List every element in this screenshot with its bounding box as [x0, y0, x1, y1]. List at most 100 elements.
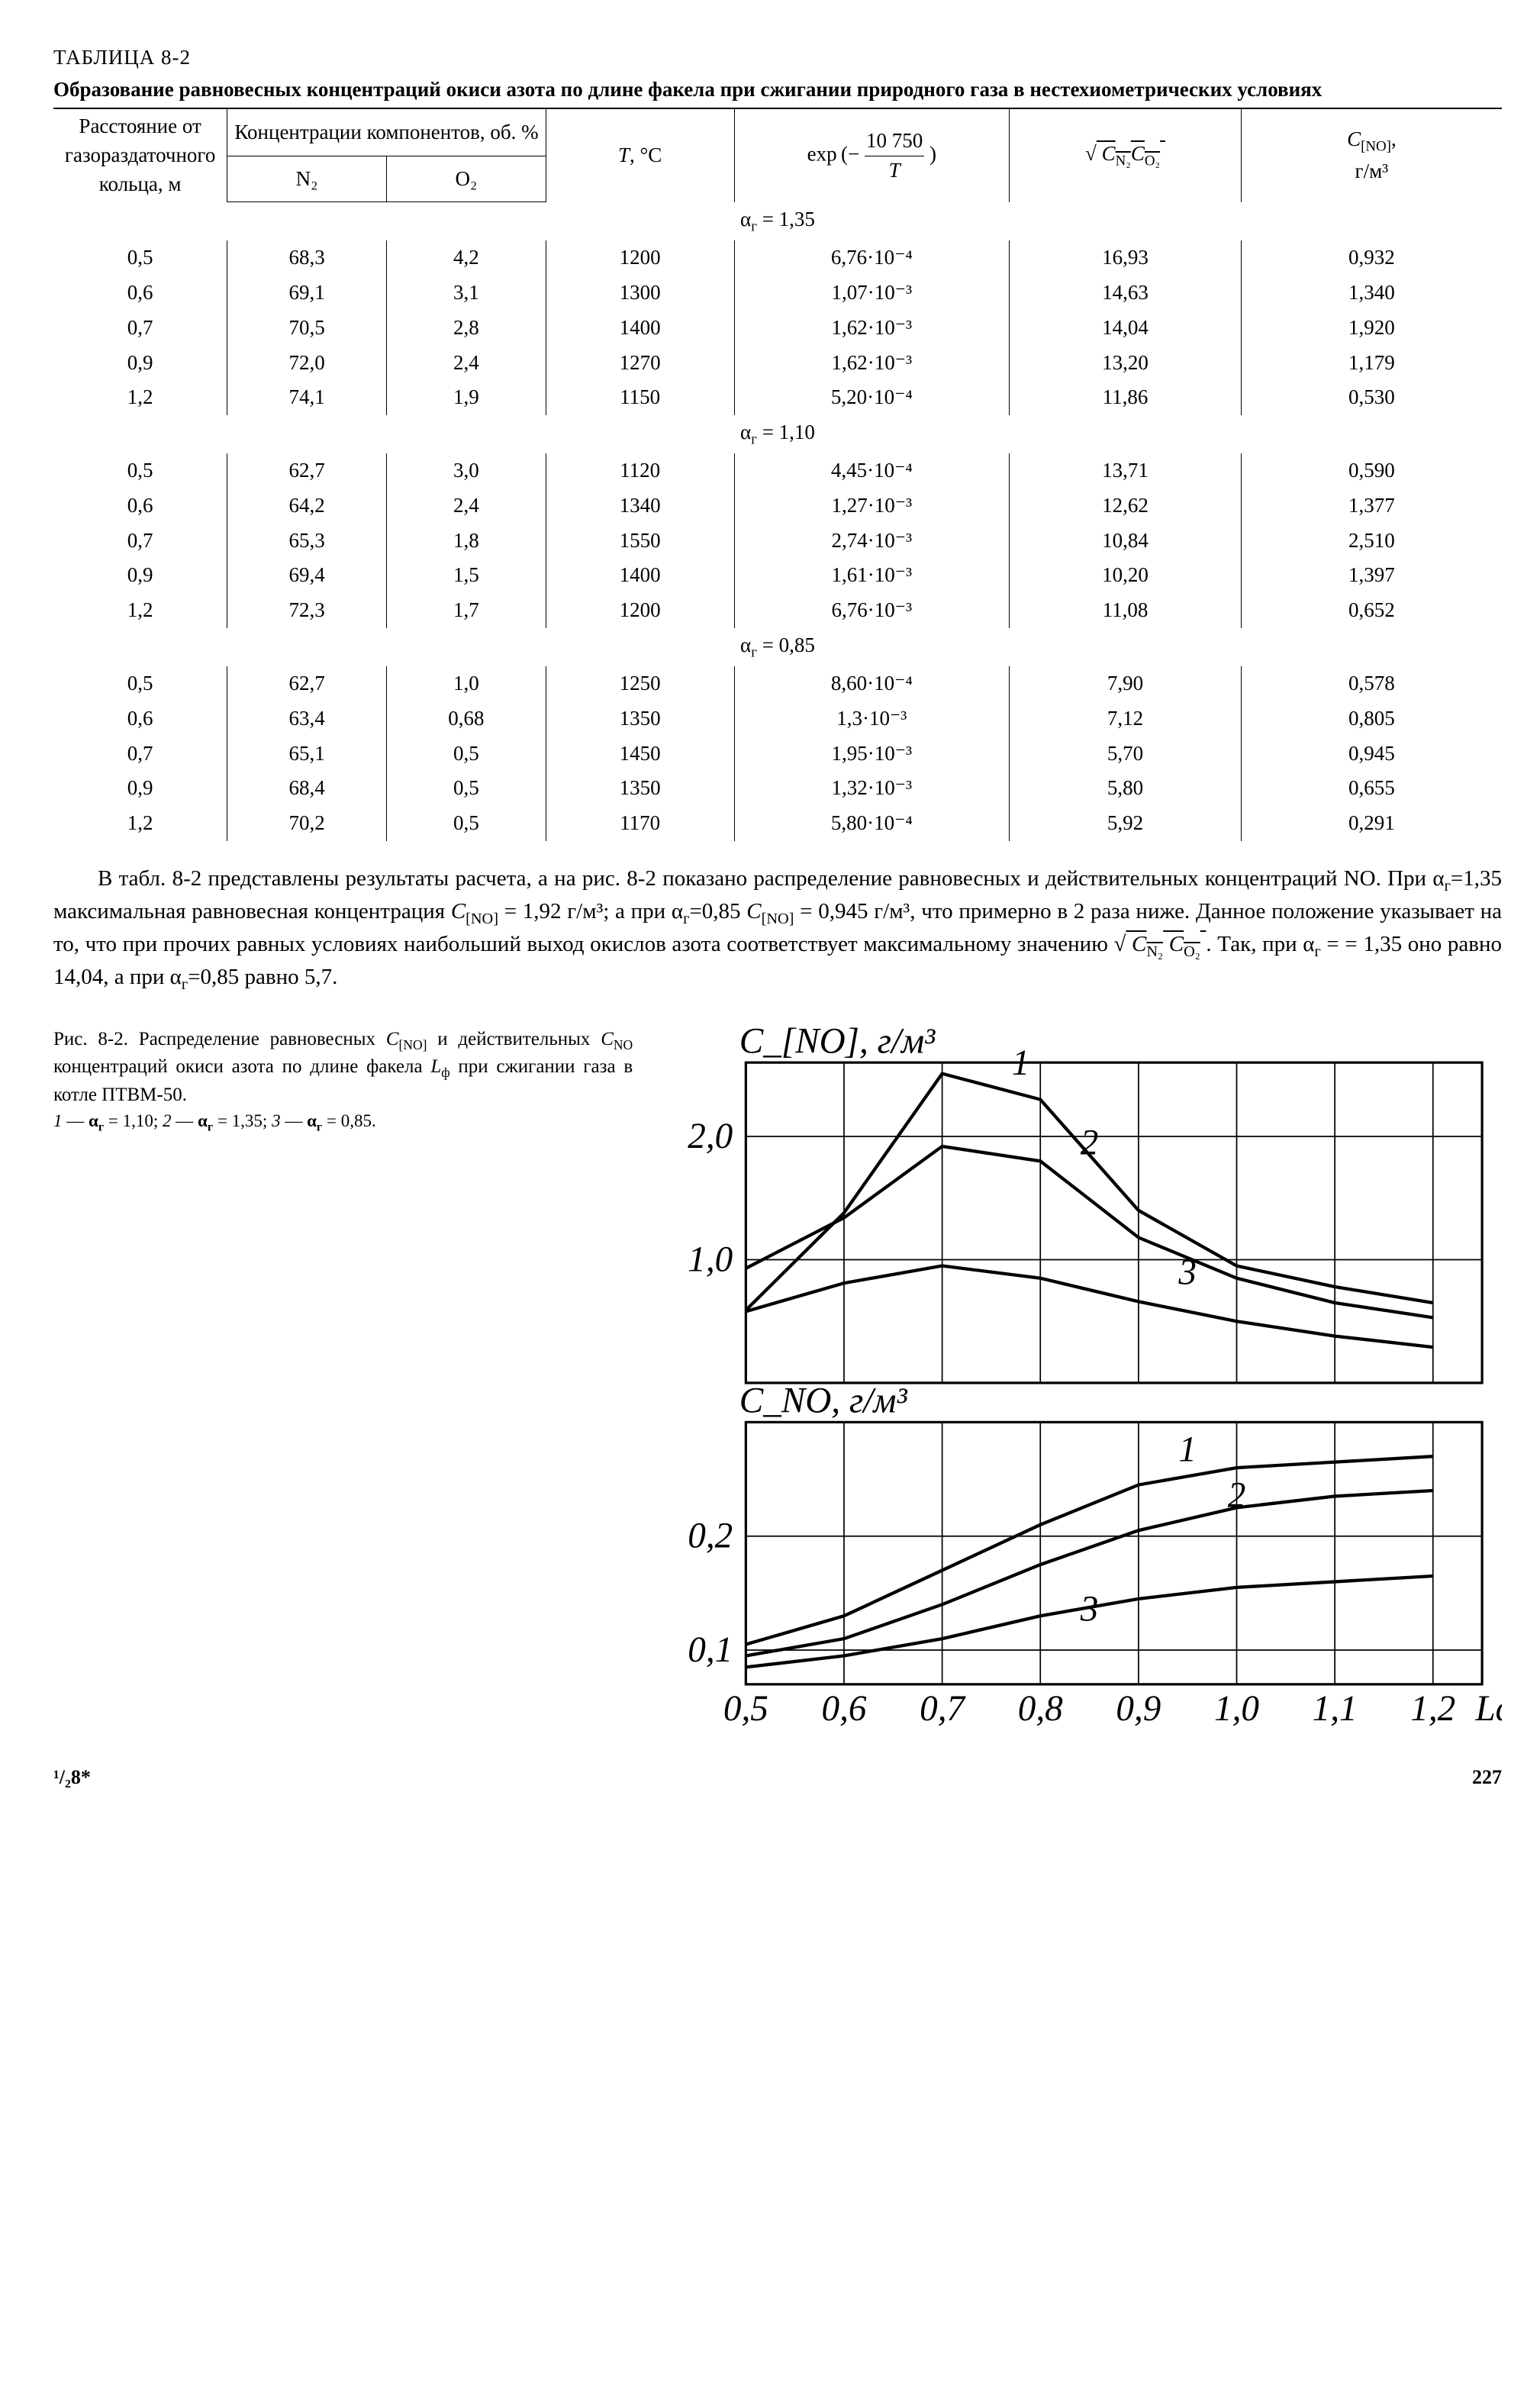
data-table: Расстояние от газораз­даточного кольца, … — [53, 108, 1502, 840]
alpha-group-label: αг = 1,35 — [53, 202, 1502, 240]
svg-text:0,8: 0,8 — [1018, 1689, 1063, 1729]
col-exp: exp (− 10 750T ) — [734, 108, 1010, 201]
svg-text:1,1: 1,1 — [1313, 1689, 1358, 1729]
col-cno: C[NO],г/м³ — [1241, 108, 1502, 201]
table-cell: 1,61·10⁻³ — [734, 558, 1010, 593]
table-cell: 72,0 — [227, 346, 387, 381]
table-cell: 1,377 — [1241, 488, 1502, 524]
col-sqrt: √ CN₂CO₂ — [1010, 108, 1242, 201]
table-cell: 64,2 — [227, 488, 387, 524]
table-cell: 0,932 — [1241, 240, 1502, 276]
table-cell: 10,20 — [1010, 558, 1242, 593]
table-cell: 1,62·10⁻³ — [734, 346, 1010, 381]
table-cell: 1,920 — [1241, 311, 1502, 346]
table-cell: 0,5 — [53, 453, 227, 488]
table-cell: 1,179 — [1241, 346, 1502, 381]
table-cell: 10,84 — [1010, 524, 1242, 559]
table-cell: 1,27·10⁻³ — [734, 488, 1010, 524]
table-cell: 65,3 — [227, 524, 387, 559]
table-cell: 4,2 — [387, 240, 546, 276]
table-cell: 0,530 — [1241, 380, 1502, 415]
svg-text:C_[NO], г/м³: C_[NO], г/м³ — [739, 1027, 936, 1061]
table-cell: 0,9 — [53, 558, 227, 593]
col-conc-group: Концентрации ком­понентов, об. % — [227, 108, 546, 156]
table-cell: 0,945 — [1241, 737, 1502, 772]
table-title: Образование равновесных концентраций оки… — [53, 76, 1502, 103]
table-cell: 4,45·10⁻⁴ — [734, 453, 1010, 488]
table-cell: 0,5 — [387, 806, 546, 841]
col-n2: N₂ — [227, 156, 387, 202]
table-cell: 13,71 — [1010, 453, 1242, 488]
table-cell: 0,291 — [1241, 806, 1502, 841]
table-cell: 1120 — [546, 453, 734, 488]
table-cell: 12,62 — [1010, 488, 1242, 524]
table-cell: 1270 — [546, 346, 734, 381]
table-cell: 0,9 — [53, 346, 227, 381]
table-cell: 1400 — [546, 558, 734, 593]
col-o2: O₂ — [387, 156, 546, 202]
svg-text:C_NO, г/м³: C_NO, г/м³ — [739, 1381, 908, 1420]
figure-caption: Рис. 8-2. Распределение равновесных C[NO… — [53, 1027, 633, 1136]
footer-left: ¹/₂8* — [53, 1766, 91, 1789]
table-cell: 1200 — [546, 593, 734, 628]
table-cell: 0,9 — [53, 771, 227, 806]
table-cell: 62,7 — [227, 453, 387, 488]
table-cell: 0,5 — [53, 666, 227, 701]
table-cell: 0,5 — [53, 240, 227, 276]
table-cell: 0,578 — [1241, 666, 1502, 701]
table-cell: 7,12 — [1010, 701, 1242, 737]
table-cell: 13,20 — [1010, 346, 1242, 381]
table-cell: 1450 — [546, 737, 734, 772]
table-cell: 1550 — [546, 524, 734, 559]
svg-text:0,1: 0,1 — [688, 1630, 733, 1670]
table-cell: 5,80·10⁻⁴ — [734, 806, 1010, 841]
svg-text:0,5: 0,5 — [723, 1689, 768, 1729]
body-paragraph: В табл. 8-2 представлены результаты расч… — [53, 864, 1502, 996]
table-cell: 5,20·10⁻⁴ — [734, 380, 1010, 415]
table-cell: 68,4 — [227, 771, 387, 806]
figure-chart: 1,02,00,10,21231230,50,60,70,80,91,01,11… — [651, 1027, 1502, 1736]
svg-text:2,0: 2,0 — [688, 1117, 733, 1156]
table-cell: 1,2 — [53, 380, 227, 415]
table-cell: 70,2 — [227, 806, 387, 841]
table-cell: 1,95·10⁻³ — [734, 737, 1010, 772]
table-cell: 1,07·10⁻³ — [734, 276, 1010, 311]
table-cell: 14,63 — [1010, 276, 1242, 311]
table-cell: 3,1 — [387, 276, 546, 311]
table-cell: 1,0 — [387, 666, 546, 701]
table-cell: 1,7 — [387, 593, 546, 628]
table-cell: 2,8 — [387, 311, 546, 346]
svg-text:1,0: 1,0 — [1214, 1689, 1259, 1729]
svg-text:3: 3 — [1080, 1589, 1099, 1629]
svg-text:0,7: 0,7 — [920, 1689, 966, 1729]
col-t: T, °C — [546, 108, 734, 201]
table-cell: 68,3 — [227, 240, 387, 276]
svg-text:1,0: 1,0 — [688, 1239, 733, 1279]
table-cell: 1350 — [546, 701, 734, 737]
table-cell: 7,90 — [1010, 666, 1242, 701]
table-cell: 74,1 — [227, 380, 387, 415]
table-cell: 0,805 — [1241, 701, 1502, 737]
footer-right: 227 — [1472, 1766, 1502, 1789]
table-cell: 6,76·10⁻³ — [734, 593, 1010, 628]
table-cell: 70,5 — [227, 311, 387, 346]
svg-text:0,6: 0,6 — [822, 1689, 867, 1729]
table-cell: 5,70 — [1010, 737, 1242, 772]
table-cell: 0,7 — [53, 737, 227, 772]
table-cell: 0,590 — [1241, 453, 1502, 488]
table-cell: 11,86 — [1010, 380, 1242, 415]
table-cell: 0,6 — [53, 276, 227, 311]
svg-text:Lф, м: Lф, м — [1475, 1689, 1502, 1729]
table-cell: 16,93 — [1010, 240, 1242, 276]
table-cell: 1150 — [546, 380, 734, 415]
col-distance: Расстояние от газораз­даточного кольца, … — [53, 108, 227, 201]
table-cell: 14,04 — [1010, 311, 1242, 346]
table-cell: 2,74·10⁻³ — [734, 524, 1010, 559]
table-cell: 0,5 — [387, 771, 546, 806]
table-cell: 72,3 — [227, 593, 387, 628]
svg-text:1: 1 — [1012, 1043, 1030, 1082]
table-cell: 1170 — [546, 806, 734, 841]
table-cell: 1,397 — [1241, 558, 1502, 593]
svg-text:1: 1 — [1179, 1430, 1197, 1469]
table-cell: 0,5 — [387, 737, 546, 772]
